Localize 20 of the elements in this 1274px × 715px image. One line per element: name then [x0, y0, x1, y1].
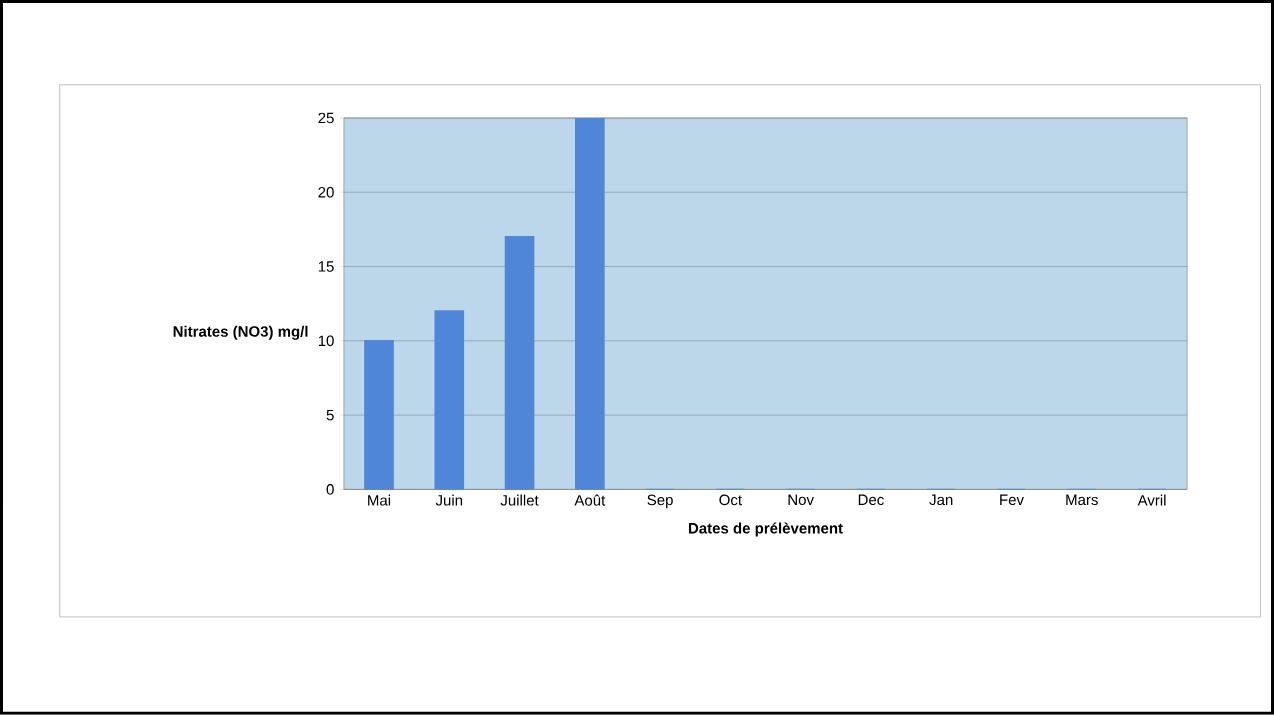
x-tick-label: Nov: [788, 494, 814, 506]
x-tick-label: Juillet: [500, 494, 539, 506]
x-tick-label: Sep: [647, 494, 673, 509]
x-tick-label: Août: [574, 494, 606, 506]
y-tick-label: 25: [318, 112, 334, 124]
x-tick-label: Oct: [719, 494, 742, 506]
x-tick-label: Fev: [1000, 494, 1024, 506]
y-tick-label: 20: [318, 187, 334, 198]
y-tick-label: 10: [318, 335, 334, 347]
y-tick-label: 0: [326, 484, 334, 495]
x-tick-label: Jan: [929, 494, 953, 506]
x-tick-label: Juin: [435, 494, 463, 506]
y-tick-label: 15: [318, 261, 334, 272]
x-axis-title: Dates de prélèvement: [688, 522, 843, 537]
y-tick-label: 5: [326, 409, 334, 421]
y-axis-title: Nitrates (NO3) mg/l: [173, 325, 308, 340]
x-tick-label: Mars: [1066, 494, 1098, 506]
x-tick-label: Mai: [368, 494, 391, 506]
x-tick-label: Avril: [1137, 494, 1166, 506]
x-tick-label: Dec: [858, 494, 884, 506]
